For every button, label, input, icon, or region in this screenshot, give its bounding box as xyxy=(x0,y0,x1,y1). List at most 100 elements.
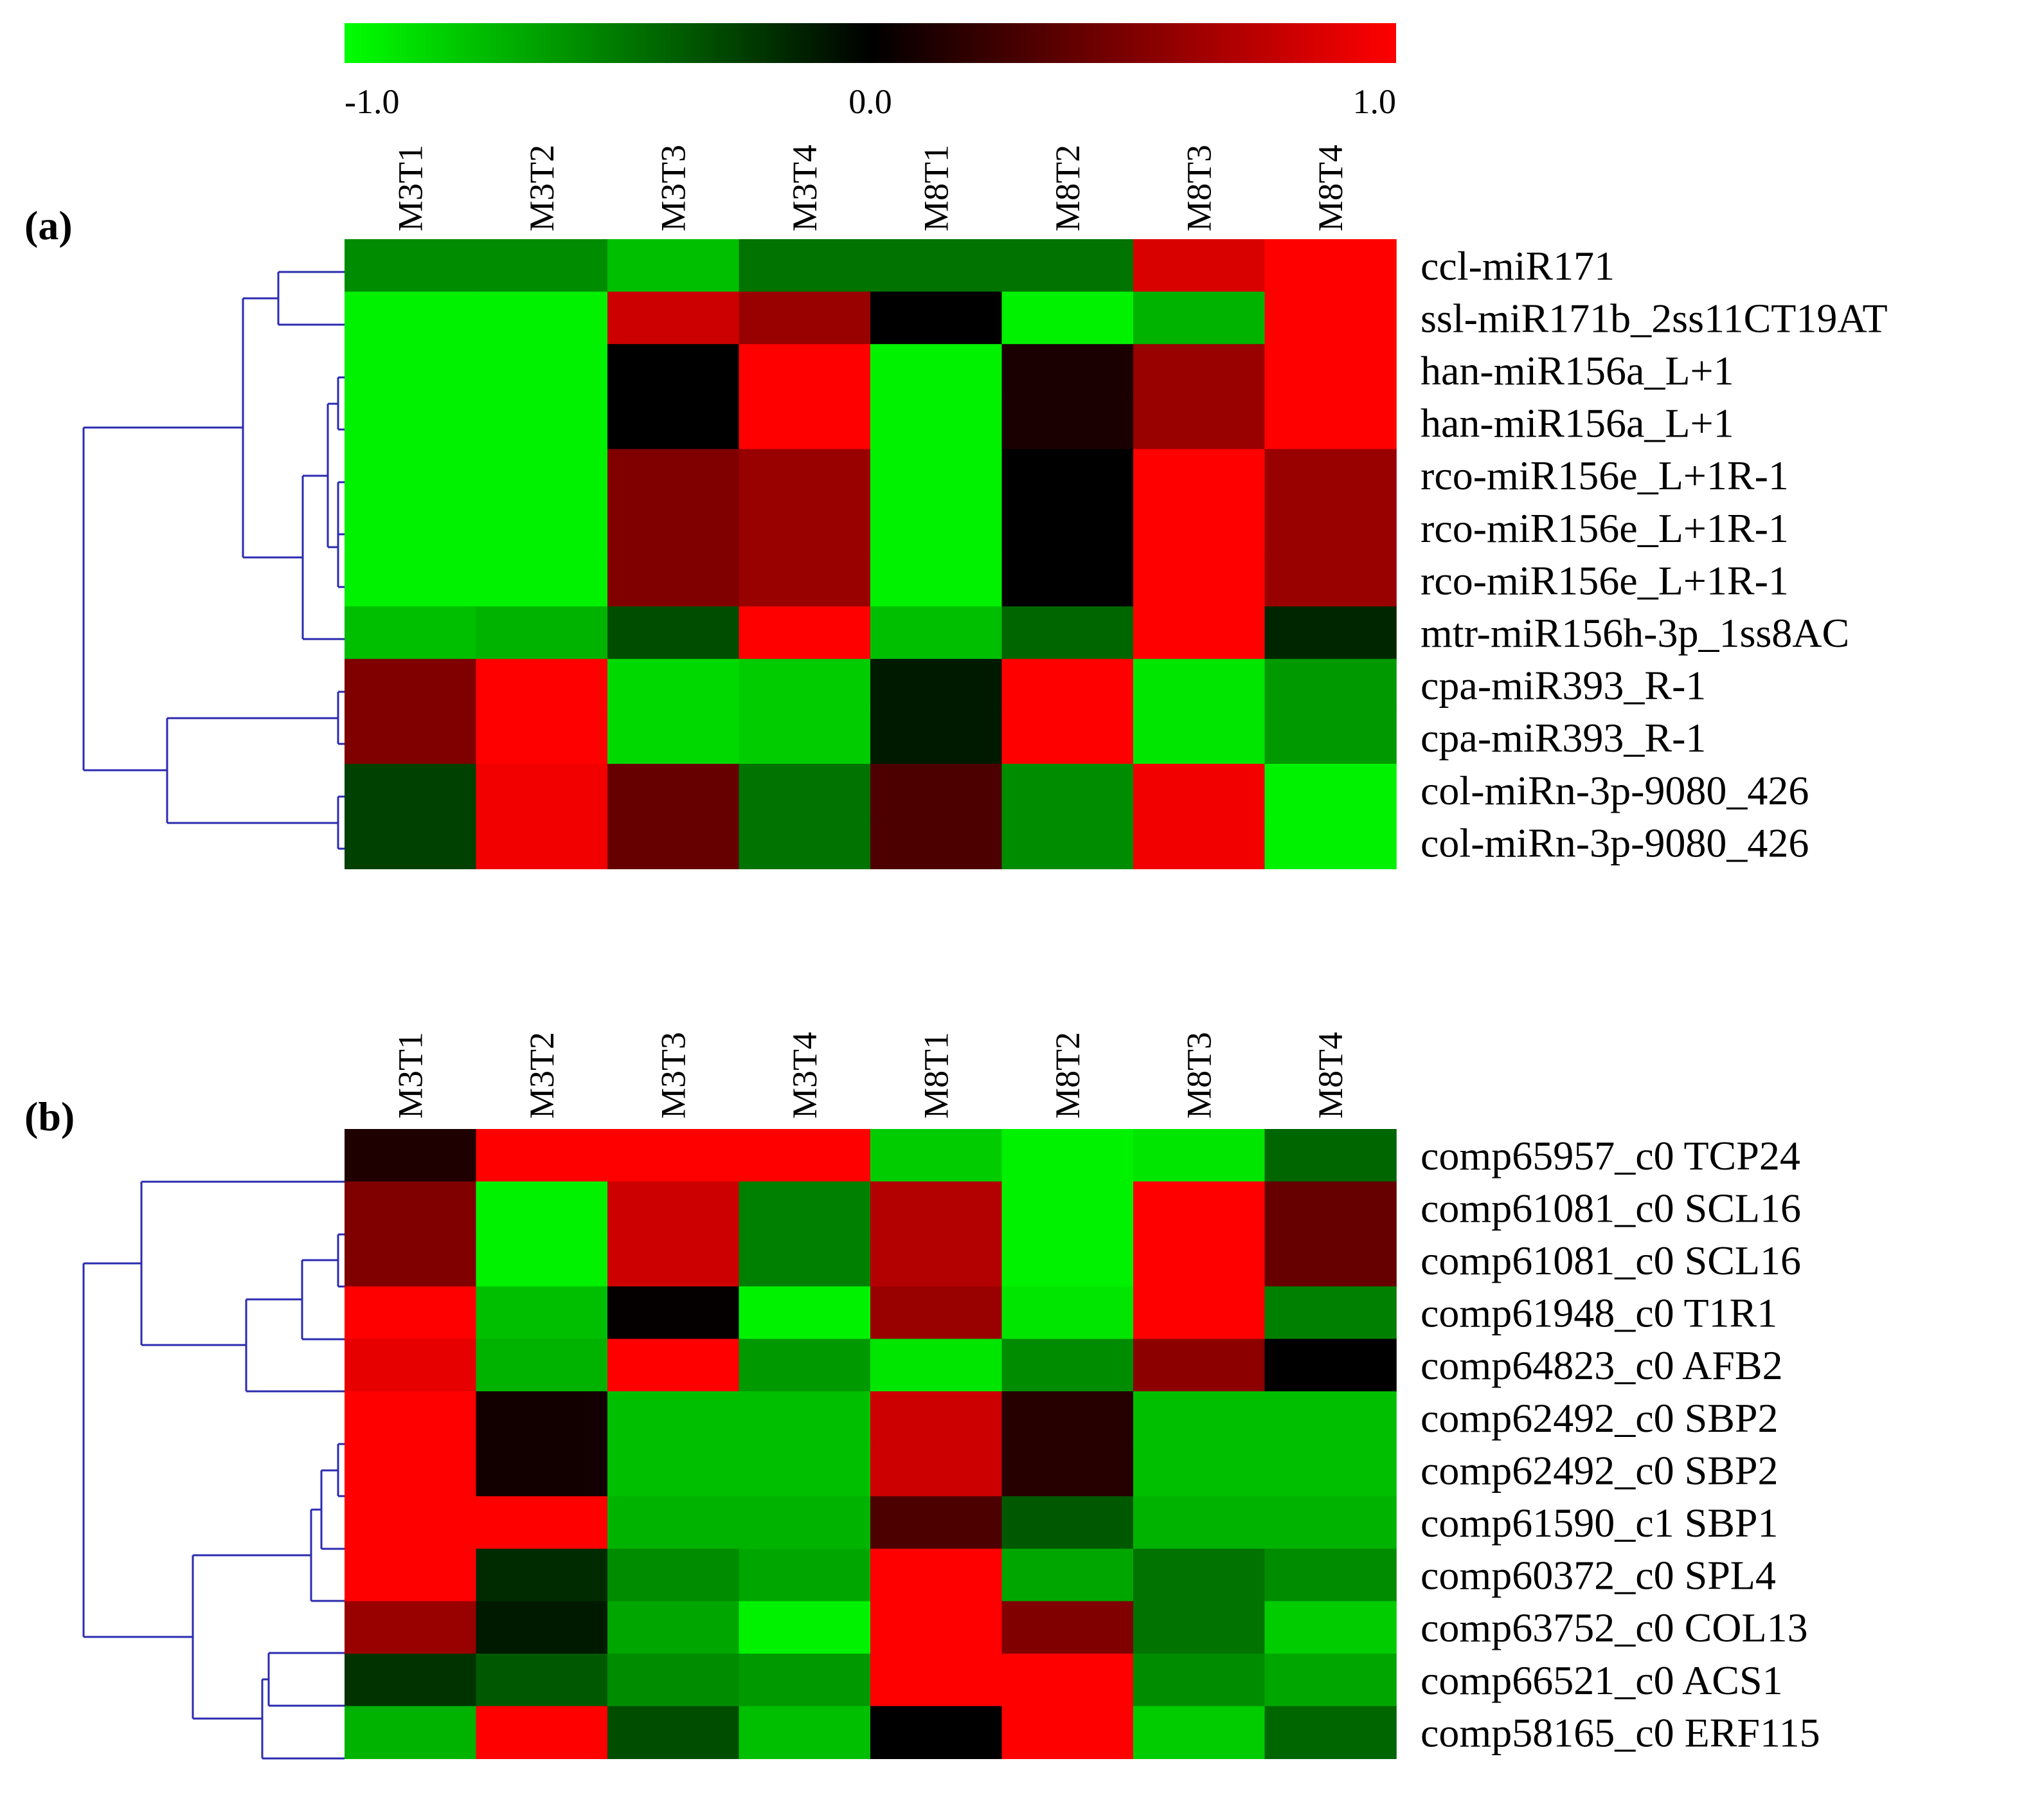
panel-b-cell-r3-c3 xyxy=(739,1286,871,1340)
panel-a-row-label: ccl-miR171 xyxy=(1421,243,1615,289)
panel-a-cell-r5-c3 xyxy=(739,501,871,555)
panel-b-cell-r9-c5 xyxy=(1001,1601,1134,1654)
panel-a-cell-r3-c5 xyxy=(1001,396,1134,450)
panel-a-column-label: M8T3 xyxy=(1179,145,1218,231)
panel-b-cell-r6-c6 xyxy=(1133,1443,1266,1497)
panel-b-row-labels: comp65957_c0 TCP24 comp61081_c0 SCL16 comp… xyxy=(1421,1133,1820,1756)
panel-b-cell-r0-c1 xyxy=(476,1129,608,1182)
panel-b-cell-r2-c2 xyxy=(607,1234,740,1287)
panel-b-dendrogram-branches xyxy=(82,1180,345,1760)
panel-a-cell-r1-c4 xyxy=(870,291,1003,345)
panel-b-row-label: comp62492_c0 SBP2 xyxy=(1421,1395,1778,1441)
panel-a-cell-r7-c4 xyxy=(870,606,1003,660)
panel-a-cell-r4-c1 xyxy=(476,449,608,502)
panel-b-cell-r6-c5 xyxy=(1001,1443,1134,1497)
panel-b-cell-r6-c0 xyxy=(345,1443,477,1497)
panel-a-cell-r9-c6 xyxy=(1133,711,1266,764)
panel-a-row-label: cpa-miR393_R-1 xyxy=(1421,715,1706,761)
panel-b-cell-r0-c4 xyxy=(870,1129,1003,1182)
panel-a-column-label: M8T2 xyxy=(1048,145,1087,231)
panel-a-column-label: M8T4 xyxy=(1311,145,1350,231)
panel-b-label: (b) xyxy=(24,1094,75,1139)
panel-a-cell-r2-c2 xyxy=(607,344,740,397)
panel-b-cell-r4-c1 xyxy=(476,1339,608,1392)
panel-b-cell-r2-c3 xyxy=(739,1234,871,1287)
panel-a-cell-r0-c7 xyxy=(1264,239,1397,293)
panel-b-row-label: comp66521_c0 ACS1 xyxy=(1421,1657,1783,1703)
panel-a-row-label: han-miR156a_L+1 xyxy=(1421,401,1734,446)
panel-a-cell-r2-c0 xyxy=(345,344,477,397)
panel-a-cell-r2-c5 xyxy=(1001,344,1134,397)
panel-a-cell-r11-c4 xyxy=(870,816,1003,869)
panel-a-row-label: rco-miR156e_L+1R-1 xyxy=(1421,453,1789,498)
panel-a-cell-r9-c3 xyxy=(739,711,871,764)
color-scale-legend: -1.0 0.0 1.0 xyxy=(345,23,1396,121)
panel-a-row-label: rco-miR156e_L+1R-1 xyxy=(1421,557,1789,603)
panel-a-cell-r0-c3 xyxy=(739,239,871,293)
panel-b-cell-r3-c0 xyxy=(345,1286,477,1340)
panel-b-cell-r1-c4 xyxy=(870,1181,1003,1234)
panel-a-cell-r7-c6 xyxy=(1133,606,1266,660)
panel-b-cell-r9-c6 xyxy=(1133,1601,1266,1654)
panel-b-row-label: comp62492_c0 SBP2 xyxy=(1421,1447,1778,1493)
panel-b-cell-r1-c7 xyxy=(1264,1181,1397,1234)
panel-a-cell-r10-c3 xyxy=(739,764,871,817)
panel-b-cell-r7-c7 xyxy=(1264,1496,1397,1549)
panel-a-row-label: han-miR156a_L+1 xyxy=(1421,348,1734,393)
panel-b-row-label: comp58165_c0 ERF115 xyxy=(1421,1710,1820,1755)
panel-a-cell-r10-c1 xyxy=(476,764,608,817)
panel-a-cell-r5-c2 xyxy=(607,501,740,555)
panel-a-label: (a) xyxy=(24,203,73,248)
panel-b-row-label: comp63752_c0 COL13 xyxy=(1421,1605,1808,1650)
panel-a-heatmap-cells xyxy=(345,239,1397,869)
panel-a-cell-r6-c7 xyxy=(1264,554,1397,607)
panel-a-cell-r10-c2 xyxy=(607,764,740,817)
panel-b-cell-r9-c0 xyxy=(345,1601,477,1654)
panel-a-row-label: mtr-miR156h-3p_1ss8AC xyxy=(1421,610,1849,656)
panel-b-cell-r5-c7 xyxy=(1264,1391,1397,1445)
panel-a-cell-r7-c0 xyxy=(345,606,477,660)
panel-a-column-label: M3T4 xyxy=(785,145,824,231)
panel-b-cell-r8-c6 xyxy=(1133,1548,1266,1602)
panel-a-cell-r4-c3 xyxy=(739,449,871,502)
panel-b-cell-r0-c2 xyxy=(607,1129,740,1182)
panel-a-cell-r4-c5 xyxy=(1001,449,1134,502)
panel-b-cell-r5-c0 xyxy=(345,1391,477,1445)
panel-a-cell-r4-c4 xyxy=(870,449,1003,502)
panel-b-row-label: comp64823_c0 AFB2 xyxy=(1421,1342,1783,1388)
panel-a-cell-r2-c1 xyxy=(476,344,608,397)
panel-b-cell-r6-c4 xyxy=(870,1443,1003,1497)
panel-a-cell-r8-c5 xyxy=(1001,658,1134,712)
panel-b-cell-r2-c4 xyxy=(870,1234,1003,1287)
panel-a-cell-r3-c0 xyxy=(345,396,477,450)
panel-b-cell-r4-c5 xyxy=(1001,1339,1134,1392)
panel-b-cell-r7-c5 xyxy=(1001,1496,1134,1549)
panel-a-cell-r2-c3 xyxy=(739,344,871,397)
panel-a-row-label: rco-miR156e_L+1R-1 xyxy=(1421,505,1789,551)
panel-a-dendrogram-branches xyxy=(82,271,345,850)
panel-a-cell-r6-c5 xyxy=(1001,554,1134,607)
panel-a-cell-r10-c6 xyxy=(1133,764,1266,817)
panel-b-cell-r4-c0 xyxy=(345,1339,477,1392)
panel-b-cell-r6-c7 xyxy=(1264,1443,1397,1497)
panel-b-cell-r2-c5 xyxy=(1001,1234,1134,1287)
panel-a-cell-r9-c0 xyxy=(345,711,477,764)
panel-b-column-label: M8T2 xyxy=(1048,1032,1087,1119)
panel-b-cell-r2-c0 xyxy=(345,1234,477,1287)
panel-b-column-label: M3T4 xyxy=(785,1032,824,1119)
panel-a-cell-r4-c6 xyxy=(1133,449,1266,502)
panel-b-cell-r7-c1 xyxy=(476,1496,608,1549)
panel-b-cell-r10-c5 xyxy=(1001,1654,1134,1707)
panel-a-cell-r10-c4 xyxy=(870,764,1003,817)
panel-b-cell-r2-c1 xyxy=(476,1234,608,1287)
panel-b-cell-r2-c7 xyxy=(1264,1234,1397,1287)
panel-b-cell-r3-c2 xyxy=(607,1286,740,1340)
panel-b-row-label: comp61081_c0 SCL16 xyxy=(1421,1185,1801,1231)
panel-b-cell-r1-c5 xyxy=(1001,1181,1134,1234)
panel-a-cell-r7-c7 xyxy=(1264,606,1397,660)
panel-a-cell-r2-c4 xyxy=(870,344,1003,397)
panel-b-cell-r7-c4 xyxy=(870,1496,1003,1549)
panel-a-cell-r1-c3 xyxy=(739,291,871,345)
panel-a-cell-r10-c7 xyxy=(1264,764,1397,817)
panel-a-cell-r5-c7 xyxy=(1264,501,1397,555)
